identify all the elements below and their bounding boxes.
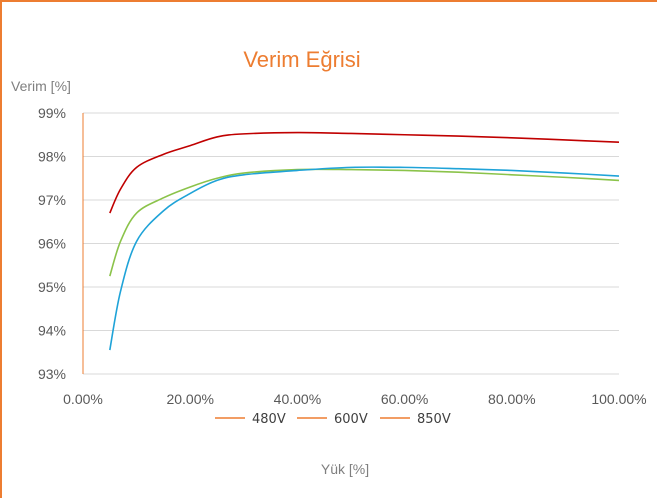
legend[interactable]: 480V 600V 850V <box>215 412 451 427</box>
series-line-3 <box>109 166 620 351</box>
chart-title: Verim Eğrisi <box>243 47 360 72</box>
series-line-2 <box>109 168 620 277</box>
x-tick-label: 60.00% <box>381 391 428 407</box>
y-tick-label: 96% <box>38 236 66 252</box>
x-tick-label: 100.00% <box>591 391 646 407</box>
y-tick-label: 94% <box>38 323 66 339</box>
legend-label[interactable]: 480V <box>252 412 286 427</box>
y-tick-labels: 93% 94% 95% 96% 97% 98% 99% <box>38 105 66 382</box>
legend-label[interactable]: 600V <box>334 412 368 427</box>
gridlines <box>83 112 619 375</box>
legend-label[interactable]: 850V <box>417 412 451 427</box>
y-axis-title: Verim [%] <box>11 78 71 94</box>
x-tick-label: 80.00% <box>488 391 535 407</box>
x-tick-label: 20.00% <box>166 391 213 407</box>
x-tick-labels: 0.00% 20.00% 40.00% 60.00% 80.00% 100.00% <box>63 391 646 407</box>
x-tick-label: 0.00% <box>63 391 103 407</box>
y-tick-label: 97% <box>38 192 66 208</box>
series-line-1 <box>109 131 620 214</box>
x-axis-title: Yük [%] <box>321 461 369 477</box>
y-tick-label: 98% <box>38 149 66 165</box>
y-tick-label: 93% <box>38 366 66 382</box>
series-lines <box>109 131 620 351</box>
y-tick-label: 95% <box>38 279 66 295</box>
x-tick-label: 40.00% <box>274 391 321 407</box>
y-tick-label: 99% <box>38 105 66 121</box>
